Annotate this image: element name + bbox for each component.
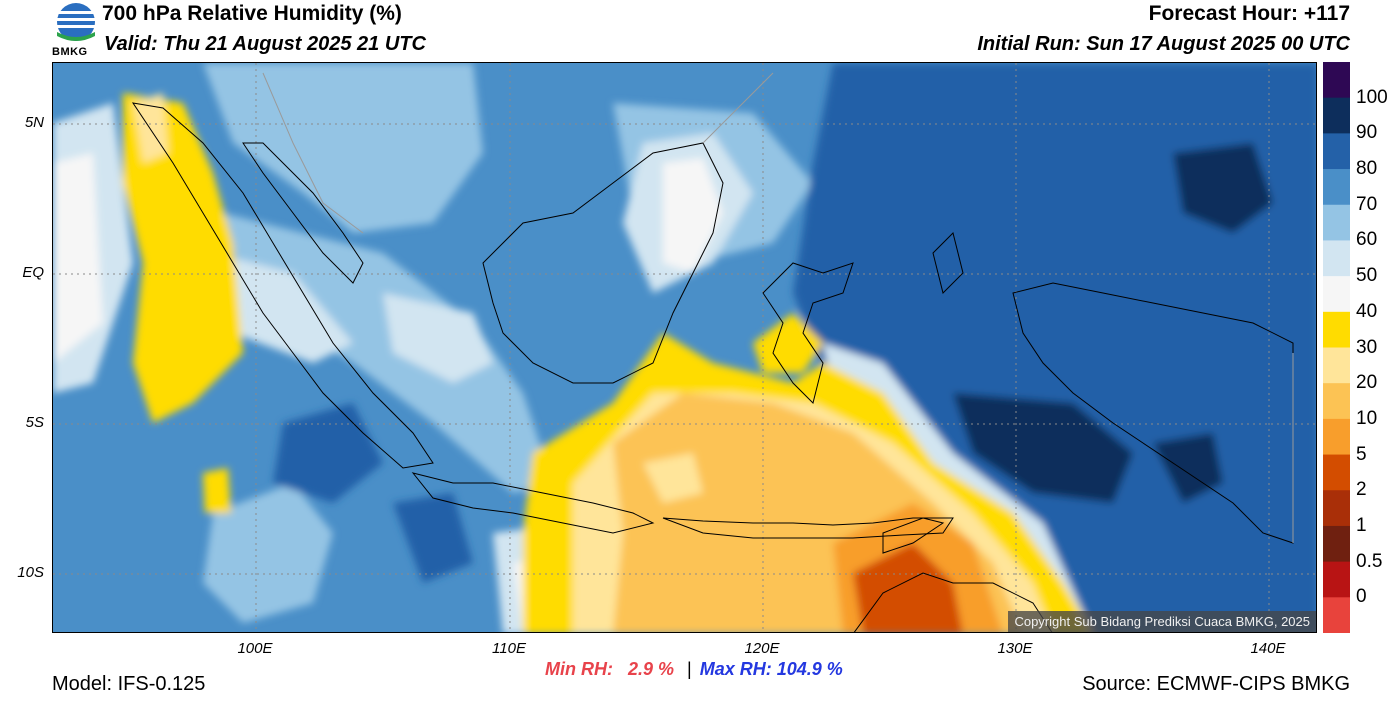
colorbar-label: 0.5 — [1356, 550, 1383, 572]
colorbar-label: 0 — [1356, 586, 1367, 608]
colorbar-label: 70 — [1356, 193, 1378, 215]
colorbar-label: 10 — [1356, 407, 1378, 429]
valid-time: Valid: Thu 21 August 2025 21 UTC — [104, 33, 426, 55]
colorbar-swatch — [1323, 418, 1350, 456]
coastlines — [131, 102, 1294, 632]
chart-title: 700 hPa Relative Humidity (%) — [102, 2, 402, 25]
lat-label-eq: EQ — [22, 264, 44, 281]
colorbar-swatch — [1323, 525, 1350, 563]
colorbar-swatch — [1323, 276, 1350, 313]
colorbar-swatch — [1323, 561, 1350, 598]
colorbar — [1323, 62, 1350, 633]
colorbar-label: 100 — [1356, 86, 1388, 108]
colorbar-swatch — [1323, 383, 1350, 420]
colorbar-swatch — [1323, 454, 1350, 491]
initial-run: Initial Run: Sun 17 August 2025 00 UTC — [977, 33, 1350, 55]
colorbar-swatch — [1323, 347, 1350, 384]
lat-label-5n: 5N — [24, 114, 44, 131]
colorbar-swatch — [1323, 133, 1350, 170]
rh-stats: Min RH: 2.9 % | Max RH: 104.9 % — [545, 659, 843, 680]
lat-label-10s: 10S — [17, 564, 44, 581]
colorbar-swatch — [1323, 169, 1350, 206]
lon-label-140e: 140E — [1250, 640, 1286, 657]
min-rh-value: 2.9 % — [628, 659, 675, 679]
lon-label-100e: 100E — [237, 640, 273, 657]
colorbar-swatch — [1323, 490, 1350, 527]
colorbar-swatch — [1323, 311, 1350, 348]
colorbar-label: 30 — [1356, 336, 1378, 358]
colorbar-label: 1 — [1356, 514, 1367, 536]
colorbar-swatch — [1323, 97, 1350, 134]
colorbar-swatch — [1323, 597, 1350, 633]
max-rh-label: Max RH: 104.9 % — [699, 659, 843, 679]
colorbar-label: 40 — [1356, 300, 1378, 322]
model-name: Model: IFS-0.125 — [52, 673, 206, 695]
humidity-map: Copyright Sub Bidang Prediksi Cuaca BMKG… — [52, 62, 1317, 633]
colorbar-label: 60 — [1356, 229, 1378, 251]
colorbar-label: 50 — [1356, 265, 1378, 287]
borders — [262, 72, 1294, 543]
colorbar-label: 2 — [1356, 479, 1367, 501]
lon-label-110e: 110E — [492, 640, 526, 657]
bmkg-logo — [56, 3, 96, 41]
colorbar-swatch — [1323, 62, 1350, 99]
humidity-field — [53, 63, 1316, 632]
stats-separator: | — [687, 659, 692, 679]
data-source: Source: ECMWF-CIPS BMKG — [1082, 673, 1350, 695]
colorbar-label: 20 — [1356, 372, 1378, 394]
lon-label-130e: 130E — [997, 640, 1033, 657]
colorbar-swatch — [1323, 204, 1350, 241]
colorbar-label: 80 — [1356, 158, 1378, 180]
colorbar-swatch — [1323, 240, 1350, 277]
lon-label-120e: 120E — [744, 640, 780, 657]
lat-label-5s: 5S — [25, 414, 44, 431]
min-rh-label: Min RH: — [545, 659, 613, 679]
colorbar-label: 90 — [1356, 122, 1378, 144]
grid-lines — [53, 63, 1316, 632]
copyright-notice: Copyright Sub Bidang Prediksi Cuaca BMKG… — [1008, 611, 1316, 632]
forecast-hour: Forecast Hour: +117 — [1148, 2, 1350, 25]
colorbar-label: 5 — [1356, 443, 1367, 465]
logo-text: BMKG — [52, 46, 88, 58]
